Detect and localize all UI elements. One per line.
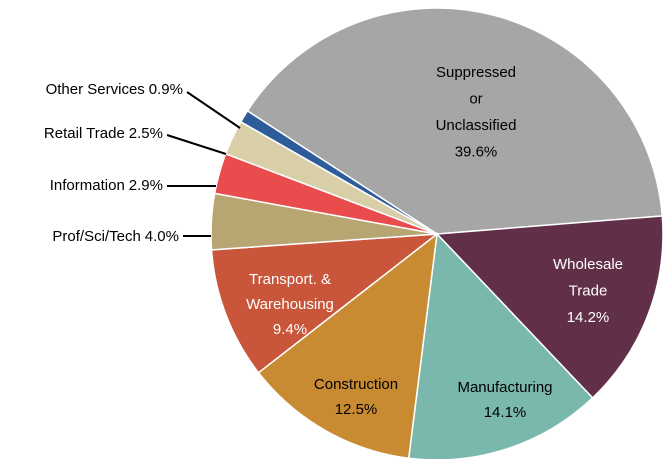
- pie-slice: [407, 232, 594, 459]
- slice-value-label: 14.1%: [484, 404, 527, 421]
- slice-label: Trade: [569, 282, 608, 299]
- slice-label-text: Wholesale: [553, 256, 623, 273]
- slice-label-text: Construction: [314, 376, 398, 393]
- slice-label: Wholesale: [553, 256, 623, 273]
- outside-label: Information 2.9%: [50, 177, 163, 194]
- slice-value-label: 12.5%: [335, 401, 378, 418]
- slice-label: Construction: [314, 376, 398, 393]
- slice-label-text: or: [469, 90, 482, 107]
- leader-line: [186, 91, 241, 129]
- pie-slice: [239, 109, 438, 235]
- slice-value-label: 14.2%: [567, 309, 610, 326]
- outside-label-name: Information: [50, 177, 125, 194]
- outside-label-value: 2.5%: [129, 125, 163, 142]
- slice-value-label: 9.4%: [273, 321, 307, 338]
- slice-label-text: Trade: [569, 282, 608, 299]
- pie-slice: [210, 233, 440, 374]
- outside-label: Prof/Sci/Tech 4.0%: [52, 228, 179, 245]
- outside-label-value: 4.0%: [145, 228, 179, 245]
- outside-label-name: Prof/Sci/Tech: [52, 228, 140, 245]
- slice-label-text: Suppressed: [436, 64, 516, 81]
- outside-label-name: Retail Trade: [44, 125, 125, 142]
- slice-label: Unclassified: [436, 117, 517, 134]
- pie-slice: [435, 215, 664, 399]
- slice-label: Suppressed: [436, 64, 516, 81]
- slice-label-text: Unclassified: [436, 117, 517, 134]
- outside-label-name: Other Services: [46, 81, 145, 98]
- slice-label: Transport. &: [249, 271, 331, 288]
- outside-label: Retail Trade 2.5%: [44, 125, 163, 142]
- pie-slice: [257, 232, 438, 459]
- slice-label-text: Manufacturing: [457, 379, 552, 396]
- outside-label-value: 0.9%: [149, 81, 183, 98]
- slice-label-text: Warehousing: [246, 296, 334, 313]
- slice-label: Warehousing: [246, 296, 334, 313]
- outside-label: Other Services 0.9%: [46, 81, 183, 98]
- slice-label-text: Transport. &: [249, 271, 331, 288]
- slice-label: or: [469, 90, 482, 107]
- slice-value-label: 39.6%: [455, 143, 498, 160]
- slice-label: Manufacturing: [457, 379, 552, 396]
- outside-label-value: 2.9%: [129, 177, 163, 194]
- leader-line: [166, 134, 227, 155]
